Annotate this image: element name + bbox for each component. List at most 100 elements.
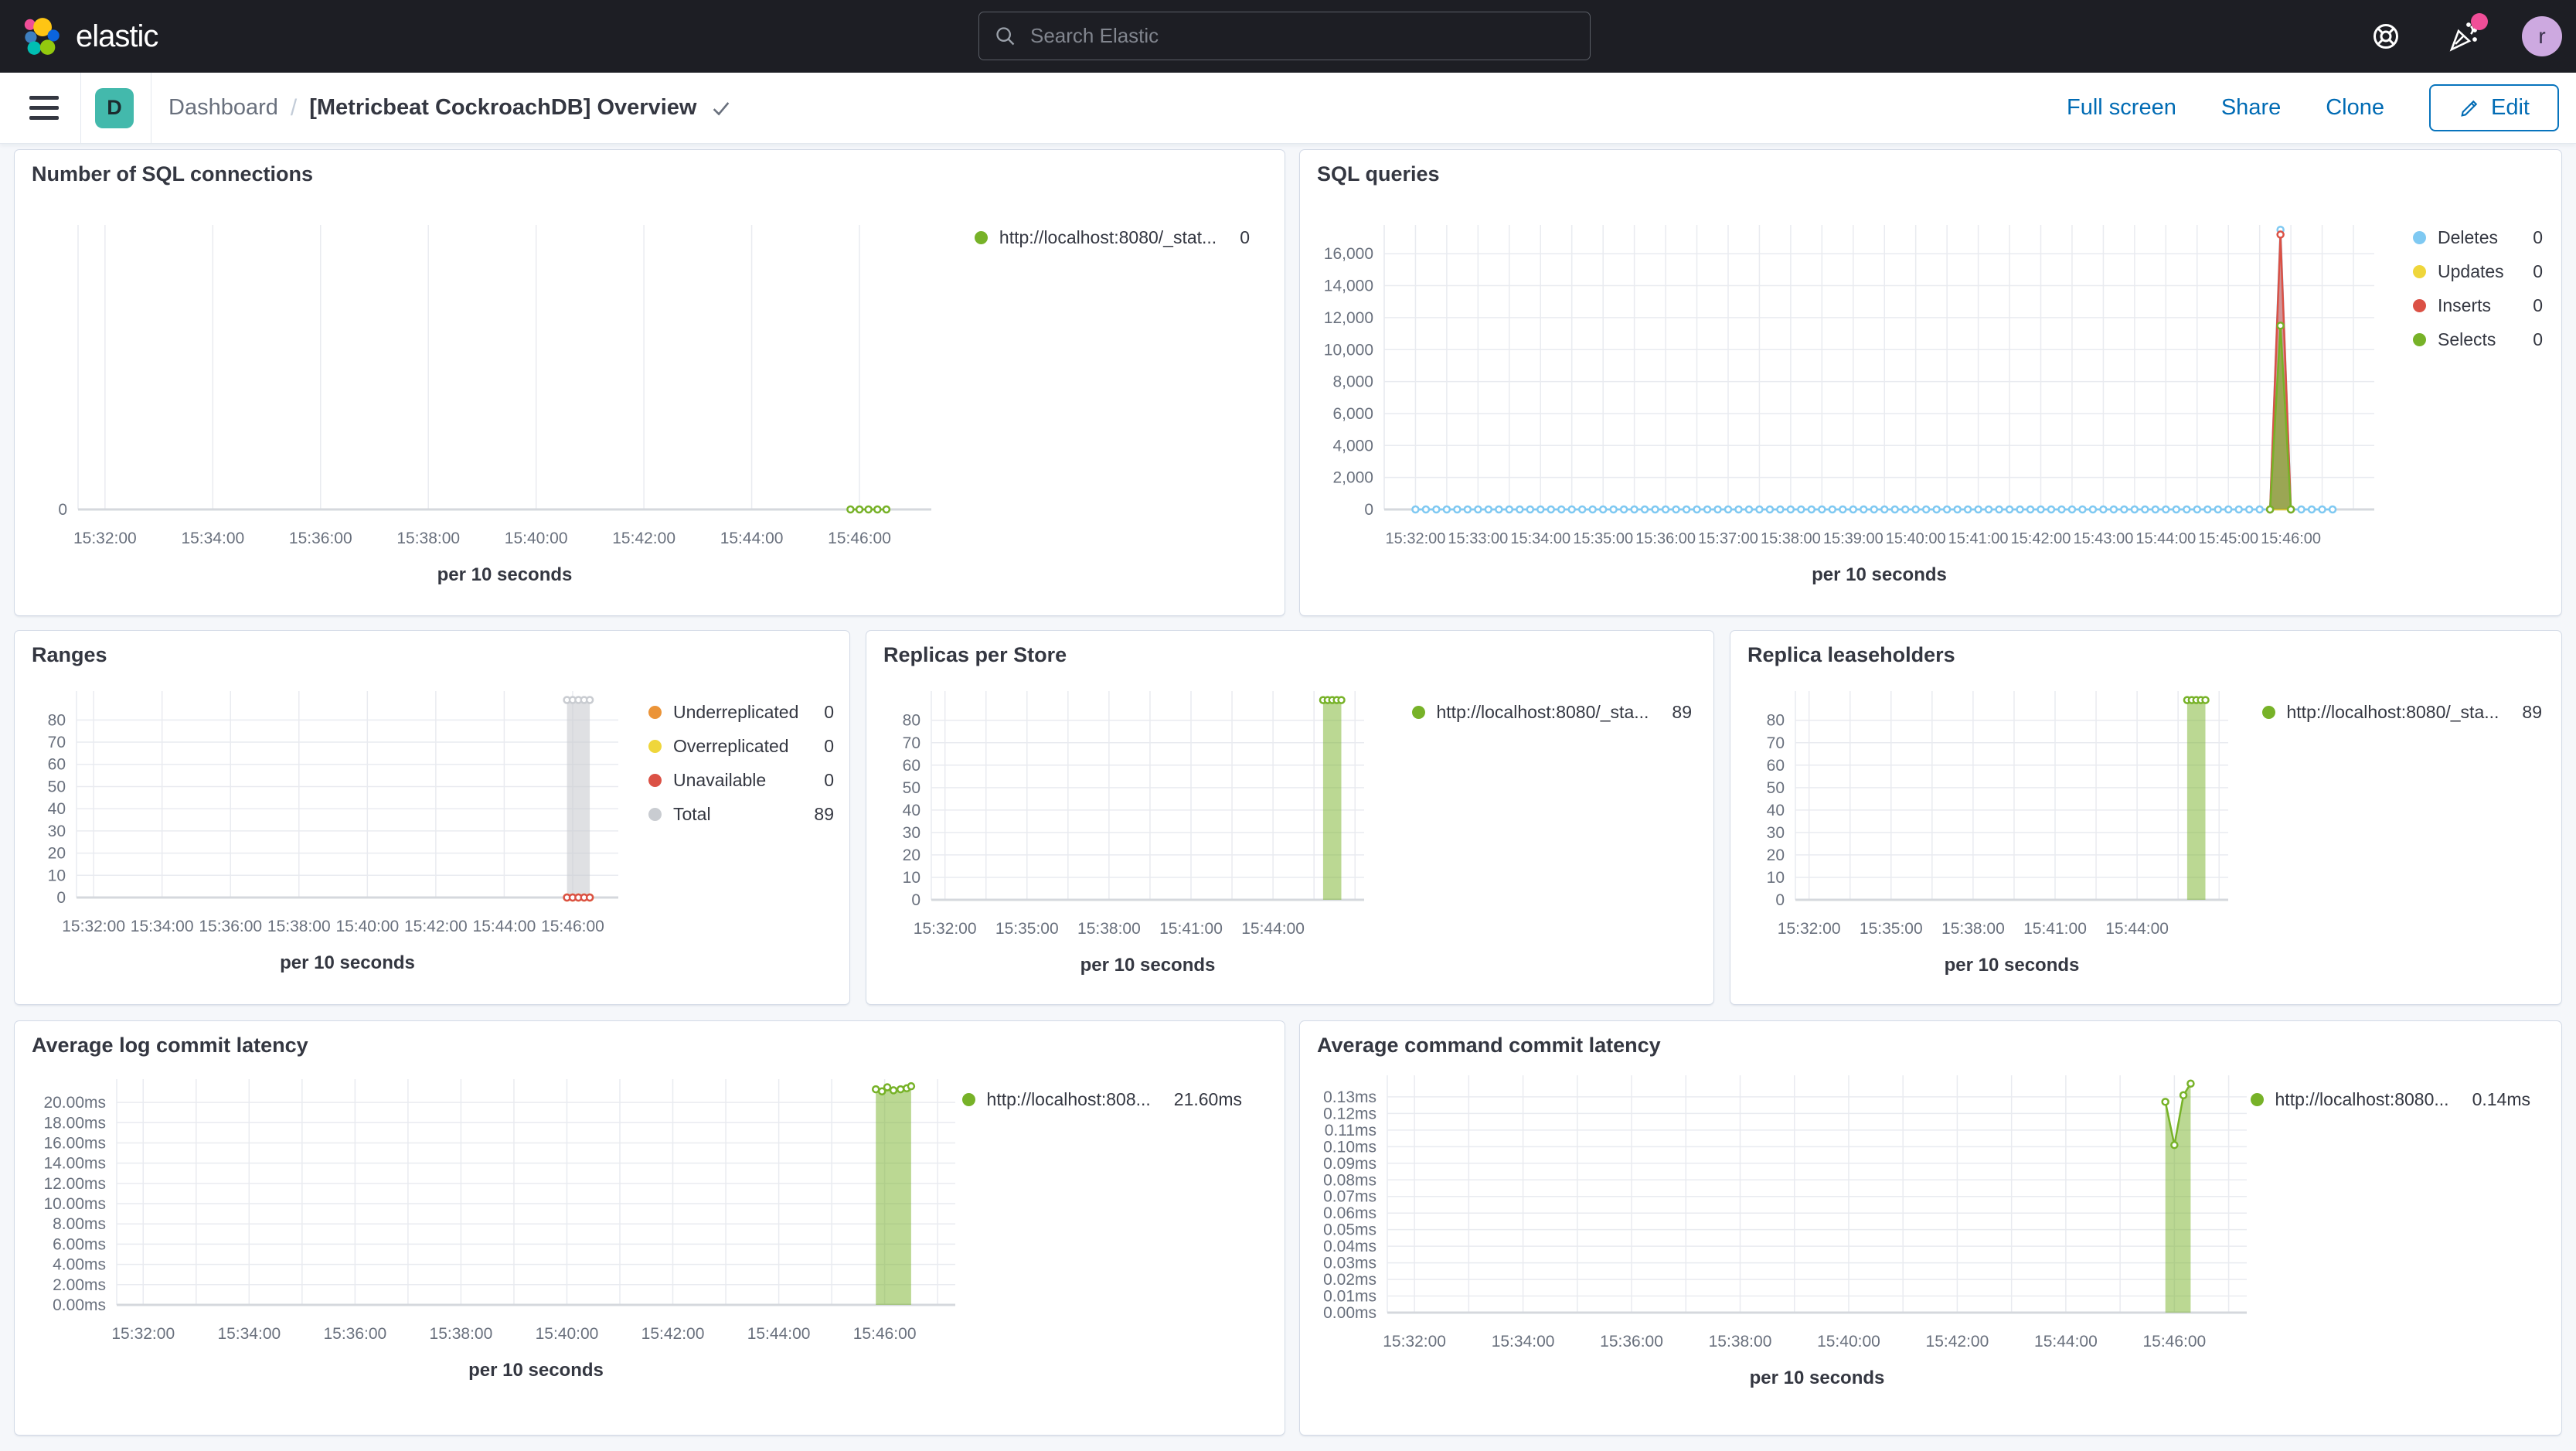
legend-dot-icon [2261,705,2275,719]
y-tick-label: 40 [1767,802,1785,819]
legend-label: Updates [2438,261,2504,281]
share-button[interactable]: Share [2220,95,2282,120]
x-tick-label: 15:36:00 [1600,1333,1663,1351]
newsfeed-icon[interactable] [2445,13,2488,55]
legend-value: 0 [2533,329,2543,349]
y-tick-label: 0.01ms [1323,1288,1376,1306]
legend-item[interactable]: Deletes 0 [2413,224,2543,250]
legend-value: 89 [1672,701,1692,722]
global-search[interactable] [978,12,1591,60]
divider [80,72,81,144]
x-tick-label: 15:46:00 [828,530,891,547]
legend-label: Inserts [2438,295,2492,315]
x-tick-label: 15:38:00 [1941,920,2005,938]
legend-label: Total [673,803,711,824]
x-tick-label: 15:38:00 [1761,530,1821,547]
y-tick-label: 0.00ms [1323,1304,1376,1322]
x-tick-label: 15:38:00 [396,530,460,547]
legend-dot-icon [648,807,662,821]
x-tick-label: 15:40:00 [1886,530,1946,547]
y-tick-label: 50 [903,779,920,797]
legend-dot-icon [961,1092,975,1106]
y-tick-label: 60 [48,756,66,774]
legend-item[interactable]: Total 89 [648,801,834,827]
y-tick-label: 60 [903,757,920,775]
y-tick-label: 10 [48,867,66,884]
legend-value: 0 [824,769,834,790]
y-tick-label: 0.10ms [1323,1138,1376,1156]
y-tick-label: 8,000 [1332,373,1373,391]
pencil-icon [2461,100,2478,117]
avatar-letter: r [2538,24,2546,48]
x-tick-label: 15:43:00 [2073,530,2133,547]
x-tick-label: 15:36:00 [289,530,352,547]
x-tick-label: 15:32:00 [73,530,137,547]
y-tick-label: 50 [48,778,66,795]
y-tick-label: 40 [48,800,66,818]
user-avatar[interactable]: r [2522,16,2562,56]
elastic-logo[interactable]: elastic [22,16,158,56]
legend-label: Overreplicated [673,735,789,756]
x-tick-label: 15:34:00 [131,918,194,935]
legend-value: 0 [2533,227,2543,247]
panel-sql-connections: Number of SQL connections 0 15:32:00 15:34:… [14,149,1285,616]
legend-dot-icon [648,739,662,753]
full-screen-button[interactable]: Full screen [2067,95,2176,120]
x-tick-label: 15:40:00 [335,918,399,935]
page-title[interactable]: [Metricbeat CockroachDB] Overview [309,95,697,120]
x-tick-label: 15:34:00 [181,530,244,547]
x-tick-label: 15:42:00 [641,1325,705,1343]
x-tick-label: 15:38:00 [1709,1333,1772,1351]
x-tick-label: 15:41:00 [2023,920,2087,938]
y-tick-label: 0.02ms [1323,1271,1376,1289]
breadcrumb-separator: / [290,94,298,121]
legend-item[interactable]: http://localhost:8080/_stat... 0 [974,224,1250,250]
y-tick-label: 0.06ms [1323,1204,1376,1222]
menu-icon[interactable] [29,96,59,120]
x-tick-label: 15:42:00 [1926,1333,1989,1351]
x-tick-label: 15:38:00 [267,918,331,935]
x-tick-label: 15:34:00 [1492,1333,1555,1351]
legend-item[interactable]: http://localhost:808... 21.60ms [961,1086,1242,1112]
chart-canvas-ranges: 0 10 20 30 40 50 60 70 80 15:32:00 15:34:00 15:36:0… [48,691,618,973]
legend-item[interactable]: Underreplicated 0 [648,699,834,725]
legend-dot-icon [1411,705,1425,719]
space-switcher[interactable]: D [95,87,134,128]
legend-item[interactable]: Overreplicated 0 [648,733,834,759]
legend-item[interactable]: Updates 0 [2413,258,2543,284]
legend-value: 0 [1240,227,1250,247]
help-icon[interactable] [2367,18,2404,55]
y-tick-label: 0.00ms [53,1296,106,1314]
edit-button[interactable]: Edit [2429,84,2559,131]
legend-dot-icon [2413,332,2426,346]
panel-title: Replica leaseholders [1747,643,1955,666]
y-tick-label: 0 [56,889,66,907]
breadcrumb-dashboard[interactable]: Dashboard [168,95,278,120]
y-tick-label: 0.09ms [1323,1155,1376,1173]
x-tick-label: 15:32:00 [111,1325,175,1343]
chart-legend: http://localhost:8080/_sta... 89 [1411,699,1692,725]
x-tick-label: 15:37:00 [1698,530,1758,547]
navbar-icons: r [2367,0,2562,73]
legend-dot-icon [974,230,988,244]
legend-item[interactable]: Selects 0 [2413,326,2543,353]
y-tick-label: 70 [903,734,920,752]
x-axis-title: per 10 seconds [1812,564,1947,585]
y-tick-label: 30 [48,823,66,840]
x-tick-label: 15:44:00 [473,918,536,935]
x-tick-label: 15:40:00 [536,1325,599,1343]
top-navbar: elastic [0,0,2576,73]
search-input[interactable] [1029,23,1574,49]
legend-item[interactable]: Unavailable 0 [648,767,834,793]
legend-label: Unavailable [673,769,767,790]
y-tick-label: 12,000 [1324,309,1373,327]
legend-item[interactable]: http://localhost:8080... 0.14ms [2250,1086,2530,1112]
legend-item[interactable]: http://localhost:8080/_sta... 89 [1411,699,1692,725]
chart-legend: http://localhost:8080/_stat... 0 [974,224,1250,250]
legend-item[interactable]: http://localhost:8080/_sta... 89 [2261,699,2542,725]
y-tick-label: 12.00ms [43,1175,106,1193]
x-tick-label: 15:36:00 [199,918,262,935]
clone-button[interactable]: Clone [2326,95,2385,120]
legend-item[interactable]: Inserts 0 [2413,292,2543,318]
y-tick-label: 0.12ms [1323,1105,1376,1122]
